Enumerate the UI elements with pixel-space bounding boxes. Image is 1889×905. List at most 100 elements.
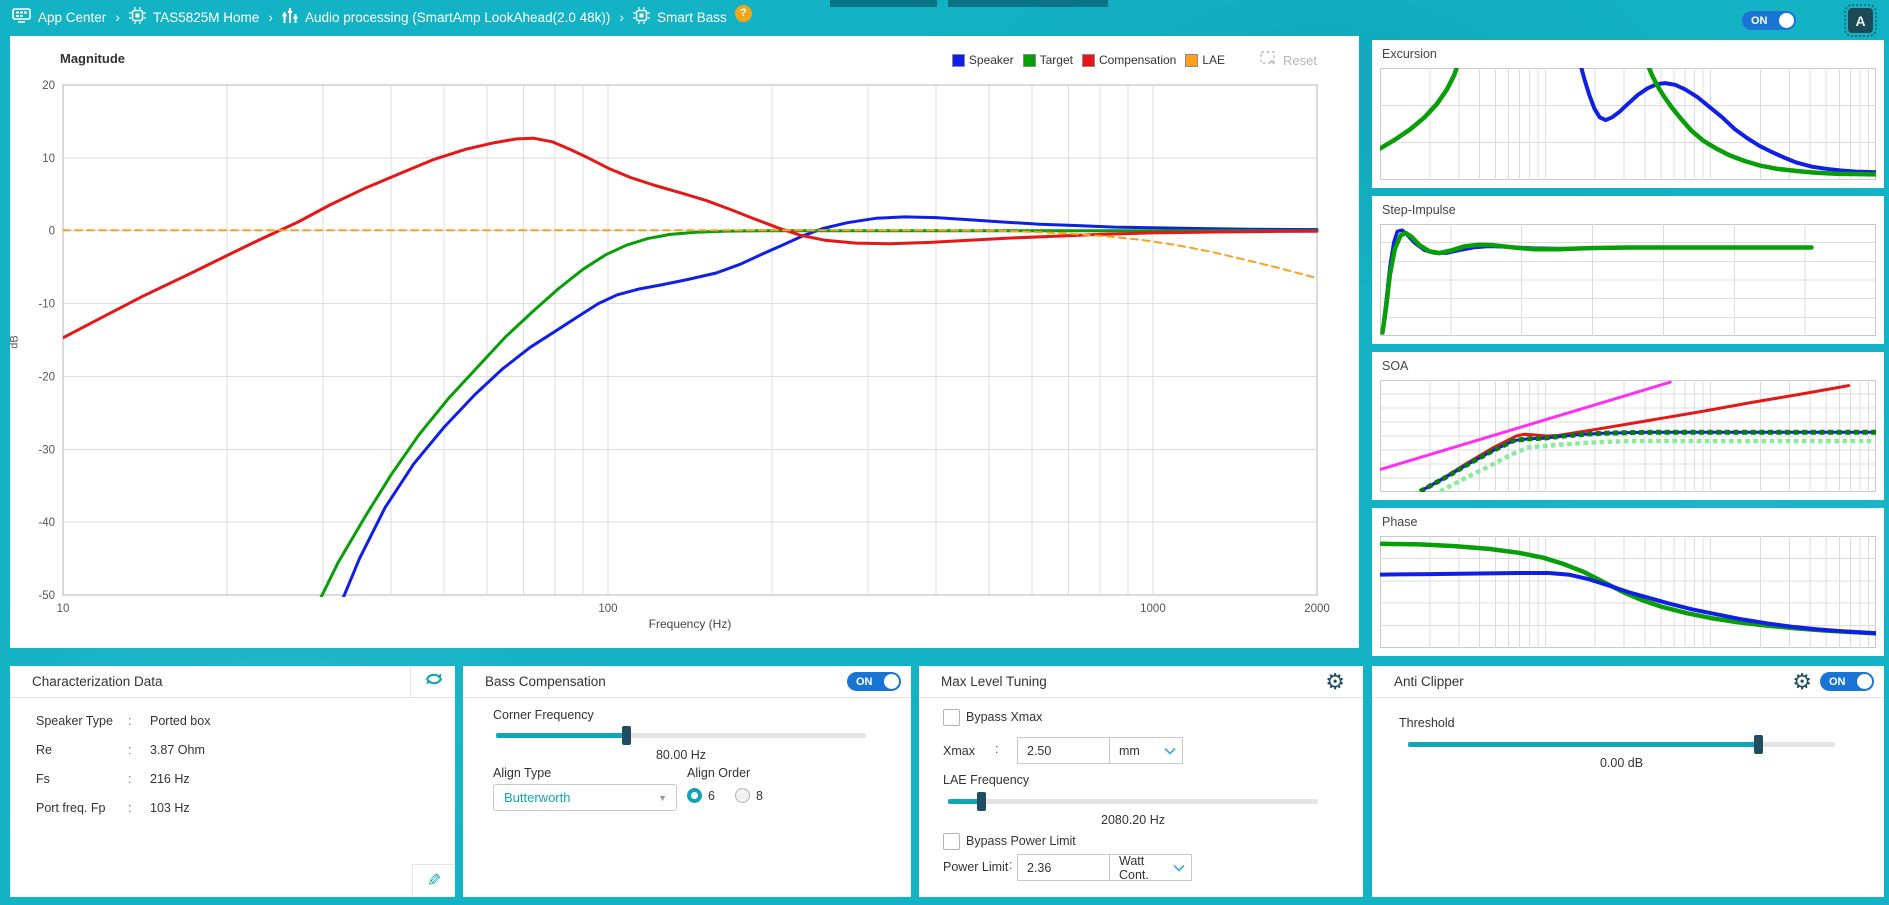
sync-button[interactable] bbox=[410, 665, 445, 698]
y-axis-label: dB bbox=[8, 335, 21, 349]
threshold-label: Threshold bbox=[1399, 716, 1455, 730]
xmax-unit-select[interactable]: mm bbox=[1110, 737, 1183, 764]
legend-item-target[interactable]: Target bbox=[1022, 53, 1073, 67]
legend-swatch bbox=[1185, 53, 1199, 67]
align-order-8-radio[interactable] bbox=[734, 788, 750, 803]
phase-chart-canvas bbox=[1380, 536, 1876, 648]
svg-text:0: 0 bbox=[49, 226, 55, 238]
chart-legend: Speaker Target Compensation LAE Reset bbox=[951, 51, 1317, 69]
xmax-label: Xmax bbox=[943, 744, 975, 758]
lae-frequency-label: LAE Frequency bbox=[943, 773, 1030, 787]
row-label: Fs bbox=[36, 772, 50, 786]
phase-chart-card: Phase bbox=[1372, 508, 1884, 656]
align-order-6-radio[interactable] bbox=[687, 788, 702, 803]
bypass-xmax-label: Bypass Xmax bbox=[966, 710, 1043, 724]
threshold-slider[interactable] bbox=[1408, 735, 1835, 754]
align-order-8-label: 8 bbox=[755, 788, 763, 803]
row-colon: : bbox=[128, 714, 132, 728]
bypass-power-limit-label: Bypass Power Limit bbox=[966, 834, 1076, 848]
equalizer-icon bbox=[282, 8, 298, 26]
panel-header: Max Level Tuning ⚙ bbox=[919, 666, 1363, 698]
breadcrumb-separator: › bbox=[115, 9, 120, 25]
anti-clipper-toggle[interactable]: ON bbox=[1820, 672, 1874, 691]
magnitude-chart-card: Magnitude Speaker Target Compensation LA… bbox=[8, 36, 1359, 648]
master-on-toggle[interactable]: ON bbox=[1742, 11, 1796, 30]
align-type-value: Butterworth bbox=[504, 790, 571, 805]
threshold-value: 0.00 dB bbox=[1599, 756, 1644, 770]
row-label: Speaker Type bbox=[36, 714, 113, 728]
legend-item-speaker[interactable]: Speaker bbox=[951, 53, 1014, 67]
panel-header: Bass Compensation ON bbox=[463, 666, 911, 698]
legend-item-compensation[interactable]: Compensation bbox=[1081, 53, 1177, 67]
align-type-select[interactable]: Butterworth ▼ bbox=[493, 784, 677, 811]
bypass-xmax-checkbox[interactable] bbox=[943, 709, 960, 726]
gear-icon[interactable]: ⚙ bbox=[1325, 668, 1345, 694]
soa-chart-card: SOA bbox=[1372, 352, 1884, 500]
chart-title: Magnitude bbox=[60, 51, 125, 66]
slider-track[interactable] bbox=[948, 799, 1318, 804]
power-limit-input[interactable]: 2.36 bbox=[1017, 854, 1110, 881]
svg-text:-30: -30 bbox=[38, 444, 55, 456]
edit-button[interactable]: ✎ bbox=[412, 864, 455, 897]
row-value: 103 Hz bbox=[150, 801, 190, 815]
lae-frequency-value: 2080.20 Hz bbox=[1101, 813, 1165, 827]
top-tab-remnant-1 bbox=[830, 0, 937, 7]
legend-swatch bbox=[1081, 53, 1095, 67]
legend-swatch bbox=[1022, 53, 1036, 67]
bass-compensation-toggle[interactable]: ON bbox=[847, 672, 901, 691]
slider-thumb[interactable] bbox=[1754, 735, 1764, 754]
breadcrumb-app-center[interactable]: App Center bbox=[12, 8, 106, 26]
svg-text:10: 10 bbox=[57, 603, 70, 615]
svg-text:2000: 2000 bbox=[1304, 603, 1330, 615]
svg-text:-40: -40 bbox=[38, 517, 55, 529]
chart-title: SOA bbox=[1382, 359, 1409, 373]
xmax-unit-value: mm bbox=[1119, 743, 1140, 758]
slider-thumb[interactable] bbox=[621, 726, 631, 745]
avatar[interactable]: A bbox=[1844, 4, 1877, 37]
breadcrumb-device-home[interactable]: TAS5825M Home bbox=[128, 7, 259, 27]
breadcrumb-label: Audio processing (SmartAmp LookAhead(2.0… bbox=[304, 9, 611, 25]
chart-title: Step-Impulse bbox=[1382, 203, 1456, 217]
power-limit-unit-value: Watt Cont. bbox=[1119, 853, 1149, 882]
reset-icon bbox=[1260, 51, 1277, 69]
anti-clipper-panel: Anti Clipper ⚙ ON Threshold 0.00 dB bbox=[1372, 666, 1884, 897]
characterization-data-panel: Characterization Data Speaker Type : Por… bbox=[10, 665, 455, 897]
sync-icon bbox=[423, 671, 445, 692]
breadcrumb-audio-processing[interactable]: Audio processing (SmartAmp LookAhead(2.0… bbox=[282, 8, 610, 26]
align-order-label: Align Order bbox=[687, 766, 751, 780]
align-order-6-label: 6 bbox=[708, 788, 715, 803]
toggle-label: ON bbox=[1751, 14, 1768, 27]
row-colon: : bbox=[128, 772, 132, 786]
slider-fill bbox=[948, 799, 982, 804]
svg-text:1000: 1000 bbox=[1140, 603, 1166, 615]
align-order-options: 6 8 bbox=[687, 788, 763, 803]
row-label: Re bbox=[36, 743, 52, 757]
legend-item-lae[interactable]: LAE bbox=[1185, 53, 1225, 67]
topbar-right: ON A bbox=[1742, 4, 1877, 37]
slider-thumb[interactable] bbox=[977, 792, 987, 811]
panel-header: Characterization Data bbox=[10, 665, 455, 698]
legend-label: Compensation bbox=[1098, 53, 1177, 67]
excursion-chart-canvas bbox=[1380, 68, 1876, 180]
corner-frequency-value: 80.00 Hz bbox=[655, 748, 707, 762]
row-colon: : bbox=[128, 801, 132, 815]
x-axis-label: Frequency (Hz) bbox=[648, 617, 732, 631]
xmax-input[interactable]: 2.50 bbox=[1017, 737, 1110, 764]
power-limit-unit-select[interactable]: Watt Cont. bbox=[1110, 853, 1192, 882]
chip-icon bbox=[633, 7, 651, 27]
align-type-label: Align Type bbox=[493, 766, 552, 780]
reset-label: Reset bbox=[1283, 52, 1317, 68]
corner-frequency-slider[interactable] bbox=[496, 726, 866, 745]
reset-button[interactable]: Reset bbox=[1260, 51, 1317, 69]
help-icon[interactable]: ? bbox=[734, 4, 752, 22]
lae-frequency-slider[interactable] bbox=[948, 792, 1318, 811]
pencil-icon: ✎ bbox=[426, 871, 442, 890]
panel-title: Bass Compensation bbox=[485, 674, 606, 689]
breadcrumb-smart-bass[interactable]: Smart Bass bbox=[633, 7, 727, 27]
gear-icon[interactable]: ⚙ bbox=[1792, 668, 1812, 694]
bypass-power-limit-checkbox[interactable] bbox=[943, 833, 960, 850]
svg-text:-20: -20 bbox=[38, 371, 55, 383]
slider-track[interactable] bbox=[496, 733, 866, 738]
